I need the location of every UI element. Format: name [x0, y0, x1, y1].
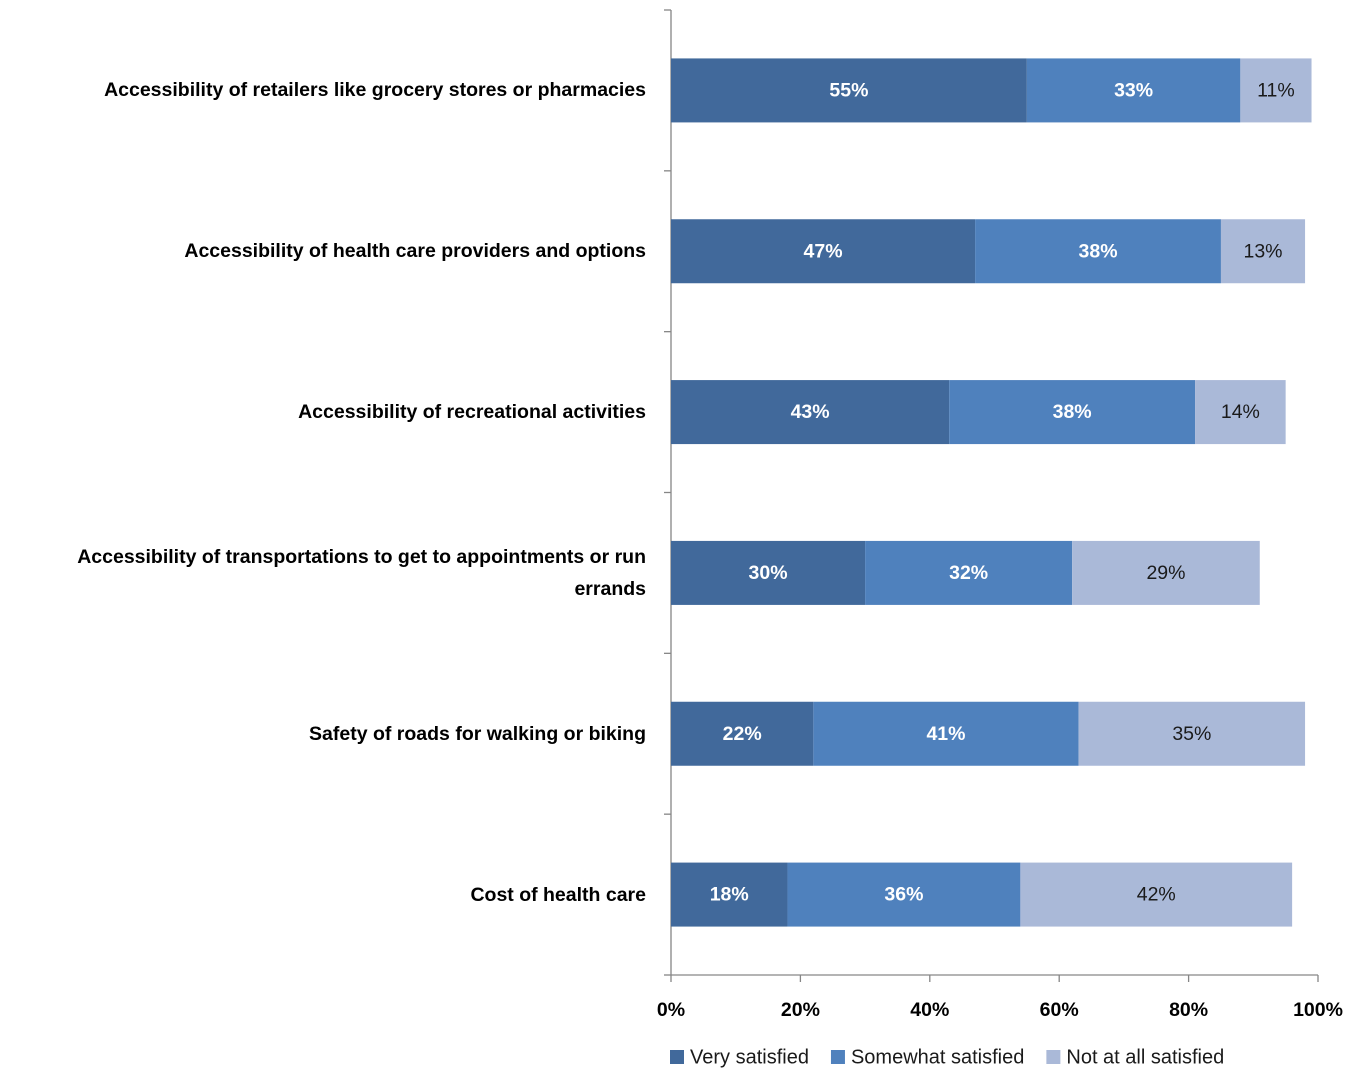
- category-label: Accessibility of transportations to get …: [77, 545, 646, 600]
- x-tick-label: 20%: [781, 999, 820, 1021]
- bar-segment: [671, 862, 788, 927]
- category-label: Accessibility of retailers like grocery …: [104, 79, 646, 102]
- data-label: 18%: [710, 884, 749, 906]
- bar-segment: [671, 701, 814, 766]
- data-label: 47%: [804, 240, 843, 262]
- bar-segment: [949, 380, 1196, 445]
- bar-segment: [1078, 701, 1306, 766]
- data-label: 43%: [791, 401, 830, 423]
- data-label: 22%: [723, 723, 762, 745]
- bar-segment: [671, 380, 950, 445]
- data-label: 29%: [1146, 562, 1185, 584]
- data-label: 30%: [749, 562, 788, 584]
- data-label: 36%: [884, 884, 923, 906]
- legend-swatch: [670, 1050, 684, 1064]
- data-label: 41%: [926, 723, 965, 745]
- x-tick-label: 0%: [657, 999, 685, 1021]
- legend-label: Not at all satisfied: [1066, 1046, 1224, 1068]
- category-label: Cost of health care: [470, 883, 646, 906]
- bar-segment: [1220, 219, 1306, 284]
- bar-segment: [671, 58, 1027, 123]
- data-label: 42%: [1137, 884, 1176, 906]
- legend-swatch: [1046, 1050, 1061, 1064]
- category-label: Accessibility of health care providers a…: [184, 240, 646, 263]
- data-label: 55%: [829, 80, 868, 102]
- bar-segment: [865, 540, 1073, 605]
- legend-swatch: [830, 1050, 845, 1064]
- x-tick-label: 80%: [1169, 999, 1208, 1021]
- x-tick-label: 40%: [910, 999, 949, 1021]
- legend-label: Somewhat satisfied: [851, 1046, 1024, 1068]
- bar-segment: [975, 219, 1221, 284]
- bar-segment: [813, 701, 1079, 766]
- data-label: 32%: [949, 562, 988, 584]
- data-label: 38%: [1079, 240, 1118, 262]
- bar-segment: [787, 862, 1021, 927]
- bar-segment: [1020, 862, 1293, 927]
- bar-segment: [1195, 380, 1286, 445]
- legend-label: Very satisfied: [690, 1046, 809, 1068]
- x-tick-label: 100%: [1293, 999, 1343, 1021]
- category-label: Accessibility of recreational activities: [298, 401, 646, 424]
- data-label: 13%: [1243, 240, 1282, 262]
- bar-segment: [1026, 58, 1241, 123]
- bar-segment: [1072, 540, 1260, 605]
- x-tick-label: 60%: [1040, 999, 1079, 1021]
- bar-segment: [1240, 58, 1312, 123]
- data-label: 14%: [1221, 401, 1260, 423]
- bar-segment: [671, 540, 866, 605]
- data-label: 35%: [1172, 723, 1211, 745]
- data-label: 11%: [1257, 80, 1295, 102]
- category-label: Safety of roads for walking or biking: [309, 722, 646, 745]
- data-label: 38%: [1053, 401, 1092, 423]
- bar-segment: [671, 219, 976, 284]
- data-label: 33%: [1114, 80, 1153, 102]
